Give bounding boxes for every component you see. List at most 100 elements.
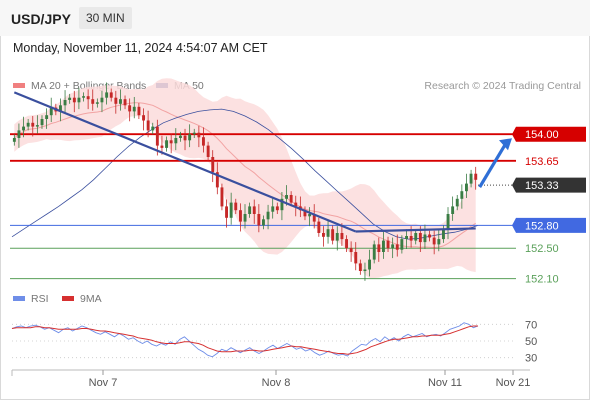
forecast-arrow-shaft [478, 142, 508, 188]
candle-body [423, 234, 427, 243]
candle-body [123, 99, 127, 106]
candle-body [225, 206, 228, 218]
level-label-resistance: 154.00 [525, 129, 559, 141]
candle-body [428, 234, 431, 238]
candle-body [137, 106, 141, 116]
candle-body [169, 140, 173, 144]
candle-body [308, 214, 312, 217]
candle-body [45, 115, 49, 119]
legend-9ma-swatch [62, 295, 74, 301]
candle-body [368, 259, 371, 270]
ma20-line [13, 102, 476, 249]
candle-body [114, 97, 118, 104]
candle-body [211, 157, 215, 173]
candle-body [59, 105, 62, 112]
candle-body [363, 269, 367, 271]
candle-body [229, 202, 233, 218]
candle-body [215, 172, 219, 188]
candle-body [49, 107, 53, 116]
candle-body [405, 236, 408, 239]
candle-body [432, 237, 436, 245]
x-tick-label: Nov 7 [89, 377, 118, 389]
candle-body [77, 97, 81, 103]
candle-body [474, 173, 478, 180]
legend-rsi-swatch [13, 295, 25, 301]
candle-body [68, 97, 72, 100]
candle-body [252, 206, 256, 214]
candle-body [437, 239, 441, 245]
candle-body [234, 202, 238, 211]
candle-body [331, 229, 335, 241]
candle-body [35, 125, 39, 127]
research-credit: Research © 2024 Trading Central [424, 80, 581, 92]
candle-body [95, 102, 99, 104]
candle-body [409, 236, 413, 241]
candle-body [372, 244, 376, 260]
candle-body [174, 138, 178, 144]
candle-body [391, 244, 395, 249]
candle-body [386, 240, 390, 249]
candle-body [22, 126, 25, 131]
forecast-arrow-head [499, 138, 512, 151]
candle-body [294, 202, 298, 207]
candle-body [63, 100, 67, 106]
candle-body [317, 221, 321, 233]
header-bar: USD/JPY 30 MIN [0, 0, 590, 36]
candle-body [326, 229, 330, 237]
rsi-tick-label: 70 [525, 319, 537, 331]
candle-body [119, 99, 122, 104]
level-box-pivot [512, 217, 586, 233]
legend-rsi: RSI [13, 293, 49, 305]
candle-body [418, 233, 422, 243]
candle-body [17, 130, 21, 138]
candle-body [322, 233, 325, 237]
candle-body [271, 206, 275, 212]
candle-body [354, 252, 358, 264]
rsi-9ma-line [11, 325, 478, 355]
candle-body [40, 119, 44, 126]
level-label-support: 152.10 [525, 274, 559, 286]
level-label-support: 152.50 [525, 243, 559, 255]
candle-body [442, 229, 445, 240]
candle-body [446, 214, 450, 230]
candle-body [275, 206, 279, 211]
candle-body [183, 135, 187, 141]
candle-body [345, 239, 348, 249]
legend-9ma-label: 9MA [80, 293, 102, 305]
candle-body [349, 248, 353, 252]
candle-body [451, 206, 455, 214]
candle-body [340, 233, 344, 240]
candle-body [220, 187, 224, 207]
candle-body [395, 244, 399, 250]
level-label-resistance: 153.65 [525, 156, 559, 168]
candle-body [257, 214, 261, 226]
candle-body [86, 96, 90, 100]
trendline-1 [13, 91, 357, 233]
candle-body [12, 138, 16, 142]
candle-body [160, 145, 164, 148]
rsi-tick-label: 50 [525, 336, 537, 348]
rsi-tick-label: 30 [525, 353, 537, 365]
candle-body [31, 122, 35, 127]
trendline-2 [355, 227, 476, 233]
candle-body [82, 96, 85, 98]
candle-body [266, 211, 270, 220]
candle-body [469, 173, 473, 184]
timeframe-badge[interactable]: 30 MIN [79, 7, 132, 29]
candle-body [239, 210, 242, 222]
ma50-line [11, 108, 479, 240]
x-tick-label: Nov 11 [428, 377, 462, 389]
candle-body [465, 183, 468, 192]
candle-body [280, 198, 284, 211]
legend-9ma: 9MA [62, 293, 102, 305]
bollinger-band [14, 78, 476, 279]
candle-body [206, 145, 210, 157]
candle-body [179, 135, 182, 138]
candle-body [188, 134, 192, 141]
candle-body [109, 92, 113, 98]
candle-body [289, 195, 293, 203]
candle-body [197, 132, 201, 138]
level-box-resistance [512, 126, 586, 142]
candle-body [165, 140, 168, 148]
